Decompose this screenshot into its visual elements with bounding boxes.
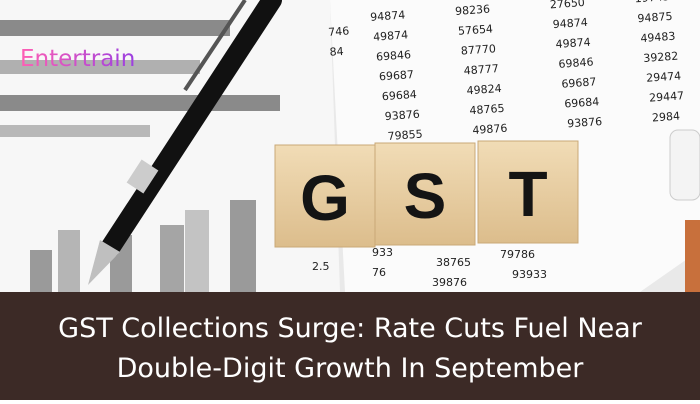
- sheet-number: 38765: [436, 256, 471, 269]
- block-letter: G: [300, 162, 350, 234]
- column-graphic: [58, 230, 80, 292]
- logo: Entertrain: [20, 46, 135, 72]
- sheet-number: 746: [328, 24, 350, 38]
- sheet-number: 2.5: [312, 260, 330, 273]
- bar-graphic: [0, 125, 150, 137]
- bar-graphic: [0, 95, 280, 111]
- sheet-number: 93933: [512, 268, 547, 281]
- wooden-block: [274, 144, 376, 248]
- column-graphic: [185, 210, 209, 292]
- pen-clip: [183, 0, 247, 92]
- sheet-number: 94874: [370, 8, 406, 23]
- column-graphic: [30, 250, 52, 292]
- sheet-number: 94874: [552, 16, 588, 31]
- spreadsheet-numbers: 94874 49874 69846 69687 69684 93876 79855 98236…: [328, 0, 685, 143]
- sheet-number: 39876: [432, 276, 467, 289]
- sheet-number: 87770: [460, 42, 496, 57]
- sheet-number: 76: [372, 266, 386, 279]
- block-letter: T: [508, 158, 547, 230]
- sheet-number: 93876: [567, 115, 603, 130]
- sheet-number: 94875: [637, 10, 673, 25]
- sheet-number: 933: [372, 246, 393, 259]
- column-graphics: [30, 200, 256, 292]
- sheet-number: 69687: [379, 68, 415, 83]
- headline-line: Double-Digit Growth In September: [117, 353, 585, 384]
- pen-ring: [126, 159, 159, 194]
- pen-tip: [88, 240, 120, 285]
- sheet-number: 48765: [469, 102, 505, 117]
- pen: [88, 0, 282, 285]
- sheet-number: 84: [329, 45, 344, 59]
- sheet-number: 27650: [549, 0, 585, 11]
- spreadsheet-lower-numbers: 933 38765 79786 76 39876 93933 2.5: [312, 246, 547, 289]
- headline-line: GST Collections Surge: Rate Cuts Fuel Ne…: [58, 313, 643, 344]
- sheet-number: 69684: [564, 95, 600, 110]
- sheet-number: 69846: [558, 55, 594, 70]
- sheet-number: 69687: [561, 75, 597, 90]
- sheet-number: 49876: [472, 122, 508, 137]
- sheet-number: 79786: [500, 248, 535, 261]
- sheet-number: 69684: [381, 88, 417, 103]
- sheet-number: 48777: [463, 62, 499, 77]
- bar-graphic: [0, 60, 200, 74]
- sheet-number: 49824: [466, 82, 502, 97]
- block-letter: S: [404, 160, 447, 232]
- sheet-number: 39282: [643, 50, 679, 65]
- pen-body: [100, 0, 282, 258]
- bar-graphic: [0, 20, 230, 36]
- sheet-number: 93876: [384, 108, 420, 123]
- wooden-block: [477, 140, 579, 244]
- calculator-edge: [669, 129, 700, 201]
- sheet-number: 49874: [555, 36, 591, 51]
- column-graphic: [230, 200, 256, 292]
- wooden-block: [374, 142, 476, 246]
- sheet-number: 19743: [634, 0, 670, 5]
- column-graphic: [160, 225, 184, 292]
- orange-object: [685, 220, 700, 292]
- sheet-number: 29474: [646, 69, 682, 84]
- sheet-number: 49874: [373, 28, 409, 43]
- headline-banner: [0, 292, 700, 400]
- sheet-number: 29447: [649, 89, 685, 104]
- sheet-number: 2984: [652, 110, 681, 125]
- sheet-number: 49483: [640, 30, 676, 45]
- sheet-number: 57654: [458, 22, 494, 37]
- sheet-number: 79855: [387, 128, 423, 143]
- sheet-number: 98236: [455, 3, 491, 18]
- sheet-number: 69846: [376, 48, 412, 63]
